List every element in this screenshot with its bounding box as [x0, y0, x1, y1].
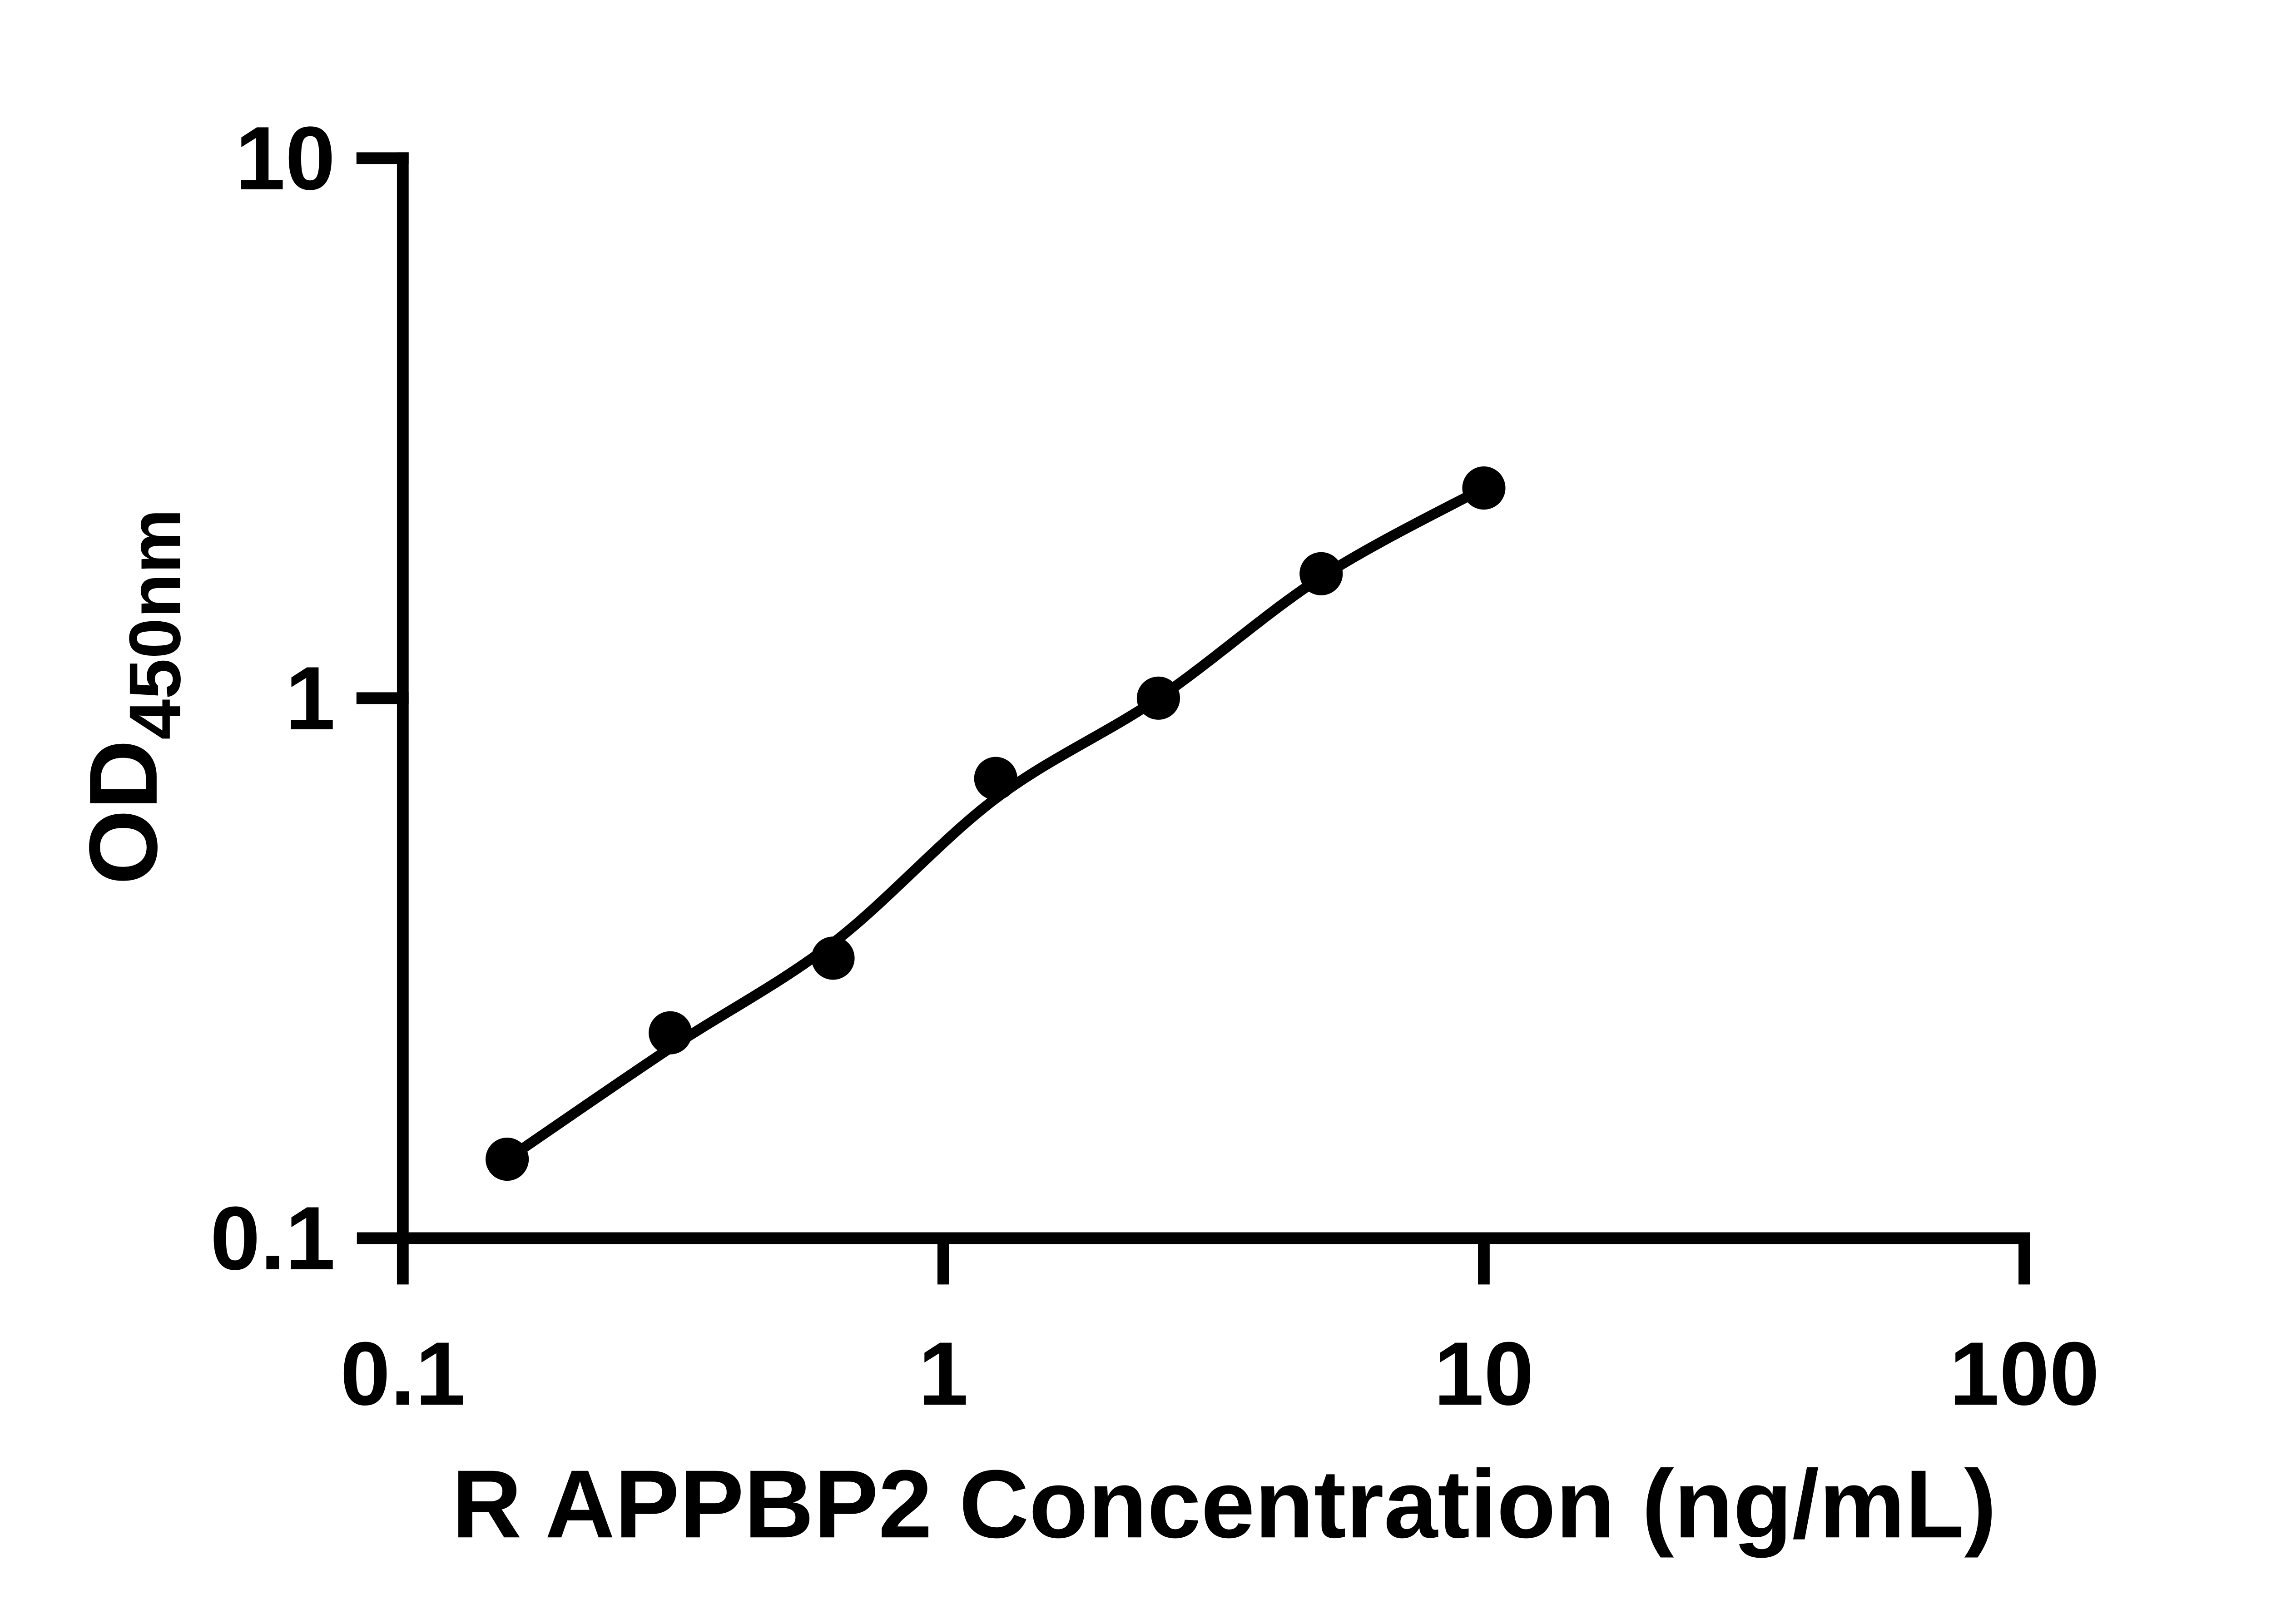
chart-background — [0, 7, 2271, 1617]
y-tick-label-0.1: 0.1 — [210, 1188, 335, 1288]
x-tick-label-10: 10 — [1434, 1323, 1534, 1424]
data-point — [486, 1138, 529, 1181]
data-point — [1462, 466, 1506, 510]
y-tick-label-10: 10 — [235, 108, 335, 208]
y-axis-title-main: OD — [69, 740, 178, 885]
data-point — [1299, 552, 1343, 595]
data-point — [1136, 676, 1180, 720]
y-axis-title: OD450nm — [69, 509, 196, 885]
x-tick-label-100: 100 — [1949, 1323, 2100, 1424]
data-point — [649, 1011, 692, 1055]
data-point — [811, 936, 855, 980]
x-axis-title: R APPBP2 Concentration (ng/mL) — [452, 1450, 1997, 1558]
y-tick-label-1: 1 — [285, 648, 335, 748]
x-tick-label-1: 1 — [918, 1323, 968, 1424]
data-point — [974, 757, 1017, 800]
x-tick-label-0.1: 0.1 — [340, 1323, 465, 1424]
y-axis-title-subscript: 450nm — [114, 509, 196, 740]
